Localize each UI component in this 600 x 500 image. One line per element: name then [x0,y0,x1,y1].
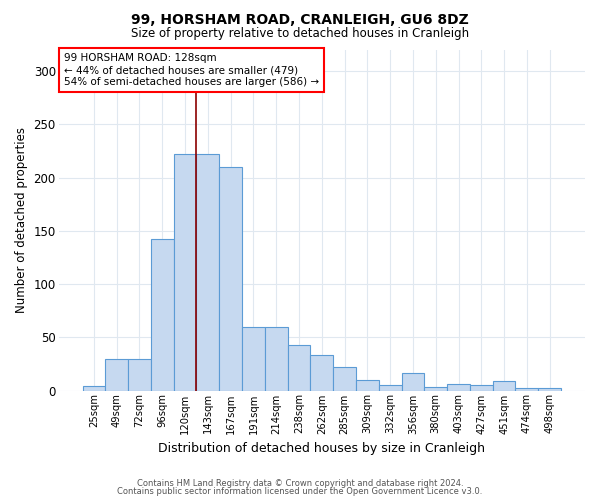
Bar [128,358,151,390]
Y-axis label: Number of detached properties: Number of detached properties [15,128,28,314]
Text: Contains HM Land Registry data © Crown copyright and database right 2024.: Contains HM Land Registry data © Crown c… [137,478,463,488]
Bar [196,154,219,390]
Bar [356,380,379,390]
Bar [242,326,265,390]
Bar [424,388,447,390]
Bar [219,167,242,390]
Bar [447,384,470,390]
Text: 99, HORSHAM ROAD, CRANLEIGH, GU6 8DZ: 99, HORSHAM ROAD, CRANLEIGH, GU6 8DZ [131,12,469,26]
Bar [538,388,561,390]
Text: Size of property relative to detached houses in Cranleigh: Size of property relative to detached ho… [131,28,469,40]
Bar [493,381,515,390]
Bar [265,326,287,390]
Bar [83,386,105,390]
Text: Contains public sector information licensed under the Open Government Licence v3: Contains public sector information licen… [118,487,482,496]
Bar [287,345,310,391]
X-axis label: Distribution of detached houses by size in Cranleigh: Distribution of detached houses by size … [158,442,485,455]
Bar [310,356,333,390]
Bar [379,385,401,390]
Text: 99 HORSHAM ROAD: 128sqm
← 44% of detached houses are smaller (479)
54% of semi-d: 99 HORSHAM ROAD: 128sqm ← 44% of detache… [64,54,319,86]
Bar [515,388,538,390]
Bar [333,367,356,390]
Bar [151,240,173,390]
Bar [401,374,424,390]
Bar [173,154,196,390]
Bar [105,358,128,390]
Bar [470,385,493,390]
